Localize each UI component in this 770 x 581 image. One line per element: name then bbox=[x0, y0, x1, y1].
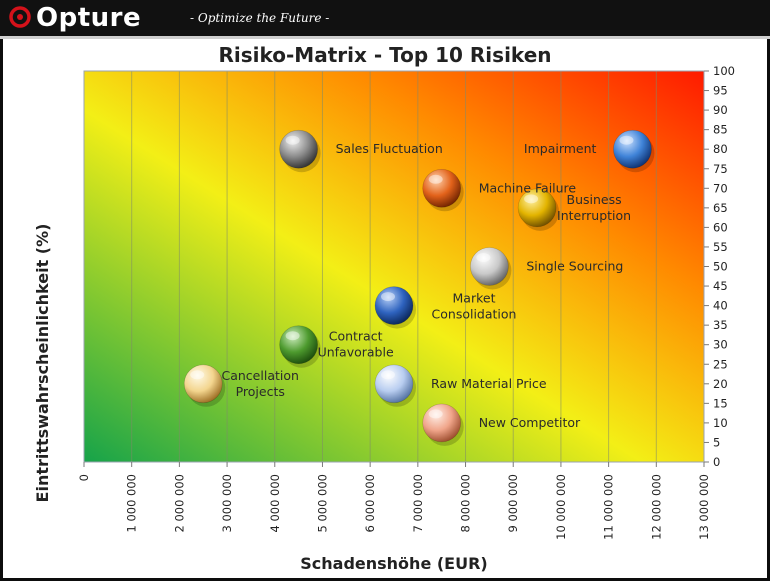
y-tick-label: 45 bbox=[713, 279, 728, 293]
x-tick-label: 7 000 000 bbox=[411, 474, 425, 533]
x-tick-label: 10 000 000 bbox=[554, 474, 568, 540]
x-tick-label: 13 000 000 bbox=[697, 474, 711, 540]
y-tick-label: 0 bbox=[713, 455, 720, 469]
risk-label: Business bbox=[567, 192, 622, 207]
risk-label: Interruption bbox=[557, 208, 631, 223]
risk-label: Consolidation bbox=[432, 307, 517, 322]
x-tick-label: 0 bbox=[77, 474, 91, 481]
chart-title: Risiko-Matrix - Top 10 Risiken bbox=[218, 43, 551, 67]
risk-label: New Competitor bbox=[479, 415, 581, 430]
risk-bubble bbox=[279, 129, 318, 169]
risk-bubble bbox=[422, 169, 461, 208]
y-axis-title: Eintrittswahrscheinlichkeit (%) bbox=[33, 224, 52, 503]
risk-bubble-highlight bbox=[190, 370, 205, 380]
x-tick-labels: 0 1 000 000 2 000 000 3 000 000 4 000 000 5 0… bbox=[77, 462, 711, 540]
x-tick-label: 6 000 000 bbox=[363, 474, 377, 533]
x-tick-label: 1 000 000 bbox=[125, 474, 139, 533]
risk-bubble-highlight bbox=[285, 135, 300, 145]
risk-label: Machine Failure bbox=[479, 180, 577, 195]
risk-bubble-highlight bbox=[524, 194, 539, 204]
risk-label: Contract bbox=[329, 329, 383, 344]
y-tick-label: 25 bbox=[713, 357, 728, 371]
risk-bubble bbox=[517, 188, 557, 228]
x-tick-label: 2 000 000 bbox=[172, 474, 186, 533]
risk-label: Impairment bbox=[524, 141, 597, 156]
x-tick-label: 8 000 000 bbox=[459, 474, 473, 533]
y-tick-label: 70 bbox=[713, 181, 728, 195]
risk-labels: Sales Fluctuation Impairment Machine Failu… bbox=[222, 141, 632, 430]
risk-bubble bbox=[183, 364, 223, 404]
y-tick-labels: 0 5 10 15 20 25 30 35 40 45 50 55 60 65 70 75 80 85 90 95 10… bbox=[704, 64, 735, 469]
risk-label: Unfavorable bbox=[318, 345, 394, 360]
x-axis-title: Schadenshöhe (EUR) bbox=[300, 554, 487, 573]
y-tick-label: 50 bbox=[713, 260, 728, 274]
risk-bubble bbox=[422, 403, 461, 443]
brand-tagline: - Optimize the Future - bbox=[190, 11, 330, 25]
risk-label: Raw Material Price bbox=[431, 376, 547, 391]
y-tick-label: 30 bbox=[713, 338, 728, 352]
risk-bubble bbox=[470, 247, 509, 286]
risk-label: Market bbox=[453, 291, 496, 306]
y-tick-label: 5 bbox=[713, 435, 720, 449]
x-tick-label: 5 000 000 bbox=[315, 474, 329, 533]
y-tick-label: 15 bbox=[713, 396, 728, 410]
y-tick-label: 75 bbox=[713, 162, 728, 176]
y-tick-label: 60 bbox=[713, 220, 728, 234]
risk-bubble-highlight bbox=[428, 409, 443, 419]
y-tick-label: 65 bbox=[713, 201, 728, 215]
y-tick-label: 20 bbox=[713, 377, 728, 391]
header-divider bbox=[0, 36, 770, 39]
x-tick-label: 9 000 000 bbox=[506, 474, 520, 533]
vertical-gridlines bbox=[131, 71, 657, 462]
risk-label: Cancellation bbox=[222, 368, 299, 383]
risk-bubble bbox=[279, 325, 318, 365]
risk-bubble-highlight bbox=[476, 253, 491, 262]
risk-bubble-highlight bbox=[619, 135, 634, 145]
x-tick-label: 3 000 000 bbox=[220, 474, 234, 533]
opture-logo-icon bbox=[9, 6, 31, 28]
risk-bubbles bbox=[183, 129, 655, 446]
risk-bubble-highlight bbox=[428, 174, 443, 184]
risk-bubble bbox=[374, 286, 414, 325]
y-tick-label: 40 bbox=[713, 299, 728, 313]
x-tick-label: 4 000 000 bbox=[268, 474, 282, 533]
header-bar: Opture - Optimize the Future - bbox=[0, 0, 770, 36]
x-tick-label: 11 000 000 bbox=[602, 474, 616, 540]
risk-bubble-highlight bbox=[381, 292, 395, 302]
brand-name: Opture bbox=[36, 3, 142, 33]
risk-label: Single Sourcing bbox=[526, 259, 623, 274]
risk-bubble-highlight bbox=[381, 370, 395, 380]
risk-bubble bbox=[374, 364, 414, 404]
y-tick-label: 100 bbox=[713, 64, 735, 78]
x-tick-label: 12 000 000 bbox=[649, 474, 663, 540]
y-tick-label: 55 bbox=[713, 240, 728, 254]
y-tick-label: 35 bbox=[713, 318, 728, 332]
y-tick-label: 85 bbox=[713, 123, 728, 137]
y-tick-label: 80 bbox=[713, 142, 728, 156]
risk-bubble bbox=[613, 129, 652, 169]
risk-label: Projects bbox=[236, 384, 285, 399]
y-tick-label: 95 bbox=[713, 84, 728, 98]
risk-bubble-highlight bbox=[285, 331, 300, 341]
risk-label: Sales Fluctuation bbox=[336, 141, 443, 156]
y-tick-label: 90 bbox=[713, 103, 728, 117]
y-tick-label: 10 bbox=[713, 416, 728, 430]
